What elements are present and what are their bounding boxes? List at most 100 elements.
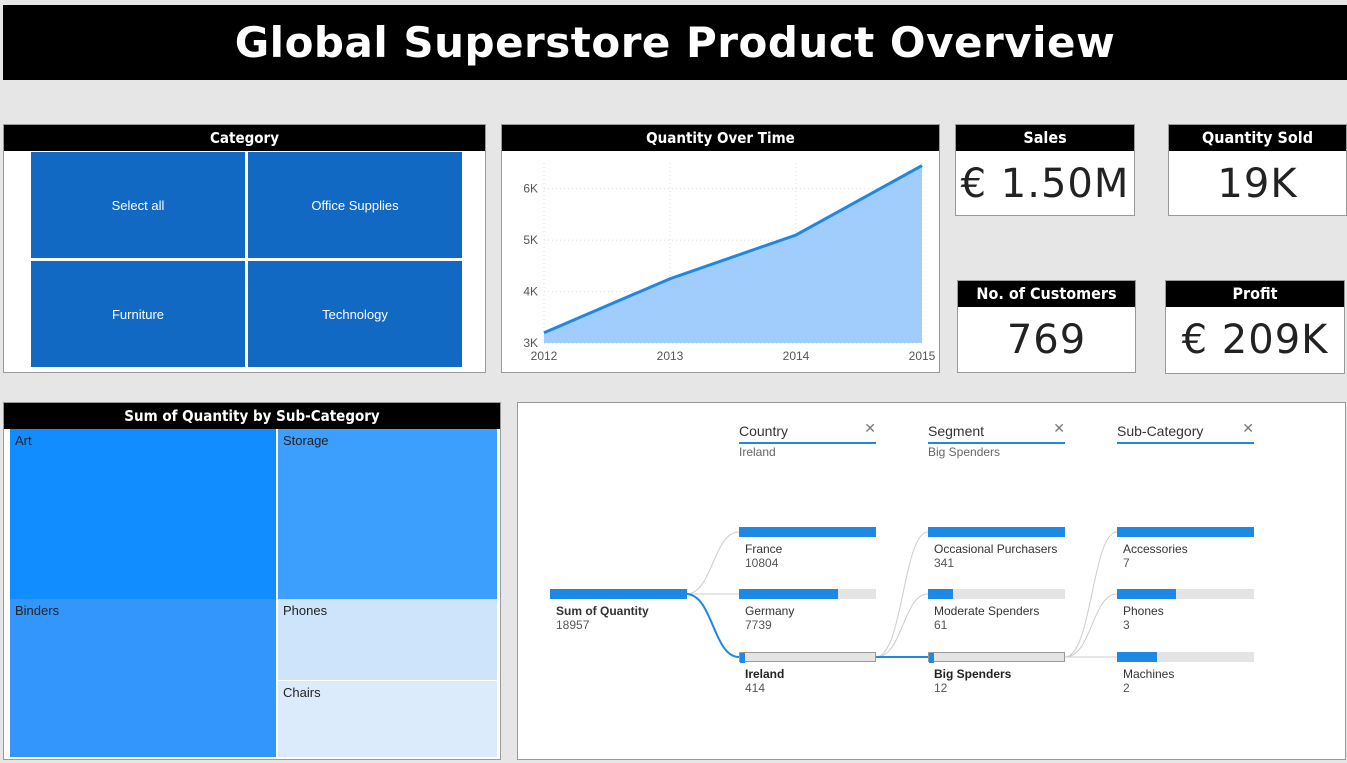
y-tick-label: 5K xyxy=(523,233,538,247)
node-value: 7 xyxy=(1123,556,1130,570)
treemap-cell-storage[interactable]: Storage xyxy=(278,429,497,599)
node-label: Big Spenders xyxy=(934,667,1012,681)
column-title-segment: Segment xyxy=(928,423,985,439)
bar-track xyxy=(928,589,1065,599)
node-value: 7739 xyxy=(745,618,772,632)
tree-node-country[interactable]: France 10804 xyxy=(739,527,876,570)
area-fill xyxy=(544,165,922,343)
node-value: 341 xyxy=(934,556,955,570)
bar-fill xyxy=(1117,589,1176,599)
column-header-segment: Segment ✕ xyxy=(928,421,1065,444)
bar-fill xyxy=(740,653,746,663)
close-icon[interactable]: ✕ xyxy=(1242,421,1254,437)
x-tick-label: 2014 xyxy=(783,349,810,363)
tree-node-subcategory[interactable]: Machines 2 xyxy=(1117,652,1254,695)
category-header: Category xyxy=(4,125,485,151)
column-header-subcategory: Sub-Category ✕ xyxy=(1117,421,1254,444)
category-slicer: Category Select all Office Supplies Furn… xyxy=(3,124,486,373)
bar-track xyxy=(550,589,687,599)
node-label: Ireland xyxy=(745,667,785,681)
tree-node-segment[interactable]: Big Spenders 12 xyxy=(928,652,1065,695)
node-label: Moderate Spenders xyxy=(934,604,1040,618)
slicer-tile-technology[interactable]: Technology xyxy=(248,261,462,367)
series-line xyxy=(543,164,923,335)
bar-track xyxy=(739,652,876,663)
slicer-tile-office-supplies[interactable]: Office Supplies xyxy=(248,152,462,258)
tree-node-subcategory[interactable]: Phones 3 xyxy=(1117,589,1254,632)
slicer-tile-furniture[interactable]: Furniture xyxy=(31,261,245,367)
node-value: 61 xyxy=(934,618,948,632)
tree-node-country[interactable]: Ireland 414 xyxy=(739,652,876,695)
node-label: Accessories xyxy=(1123,542,1188,556)
bar-fill xyxy=(739,527,876,537)
bar-fill xyxy=(739,589,838,599)
x-tick-label: 2015 xyxy=(909,349,936,363)
treemap-cell-chairs[interactable]: Chairs xyxy=(278,681,497,757)
profit-value: € 209K xyxy=(1181,317,1329,363)
quantity-over-time-chart: Quantity Over Time 3K 4K 5K 6K 2012 2013 2014 2… xyxy=(501,124,940,373)
node-value: 3 xyxy=(1123,618,1130,632)
tree-node-segment[interactable]: Occasional Purchasers 341 xyxy=(928,527,1065,570)
x-tick-label: 2012 xyxy=(531,349,558,363)
column-title-subcategory: Sub-Category xyxy=(1117,423,1204,439)
bar-track xyxy=(739,589,876,599)
page-title: Global Superstore Product Overview xyxy=(234,18,1116,67)
node-label: Sum of Quantity xyxy=(556,604,649,618)
tree-node-root[interactable]: Sum of Quantity 18957 xyxy=(550,589,687,632)
node-label: Germany xyxy=(745,604,795,618)
node-value: 10804 xyxy=(745,556,779,570)
bar-track xyxy=(928,527,1065,537)
sales-card: Sales € 1.50M xyxy=(955,124,1135,216)
bar-track xyxy=(739,527,876,537)
treemap-cell-binders[interactable]: Binders xyxy=(10,599,276,757)
close-icon[interactable]: ✕ xyxy=(864,421,876,437)
y-tick-label: 3K xyxy=(523,336,538,350)
sales-label: Sales xyxy=(956,125,1134,151)
chart-title: Quantity Over Time xyxy=(502,125,939,151)
tree-node-segment[interactable]: Moderate Spenders 61 xyxy=(928,589,1065,632)
column-filter-segment: Big Spenders xyxy=(928,445,1001,459)
node-value: 12 xyxy=(934,681,948,695)
bar-fill xyxy=(928,527,1065,537)
bar-track xyxy=(928,652,1065,663)
node-label: Occasional Purchasers xyxy=(934,542,1058,556)
treemap-cell-art[interactable]: Art xyxy=(10,429,276,599)
customers-label: No. of Customers xyxy=(958,281,1135,307)
quantity-sold-card: Quantity Sold 19K xyxy=(1168,124,1347,216)
column-filter-country: Ireland xyxy=(739,445,776,459)
bar-track xyxy=(1117,527,1254,537)
tree-connectors xyxy=(685,531,1118,658)
bar-track xyxy=(1117,589,1254,599)
node-value: 18957 xyxy=(556,618,590,632)
bar-fill xyxy=(550,589,687,599)
tree-node-country[interactable]: Germany 7739 xyxy=(739,589,876,632)
quantity-sold-label: Quantity Sold xyxy=(1169,125,1346,151)
bar-fill xyxy=(928,589,953,599)
close-icon[interactable]: ✕ xyxy=(1053,421,1065,437)
node-label: Phones xyxy=(1123,604,1164,618)
customers-card: No. of Customers 769 xyxy=(957,280,1136,373)
quantity-sold-value: 19K xyxy=(1217,161,1298,207)
decomposition-tree: Country ✕ Ireland Segment ✕ Big Spenders… xyxy=(517,402,1346,760)
bar-track xyxy=(1117,652,1254,662)
slicer-tile-select-all[interactable]: Select all xyxy=(31,152,245,258)
area-chart-svg: 3K 4K 5K 6K 2012 2013 2014 2015 xyxy=(523,163,936,363)
column-header-country: Country ✕ xyxy=(739,421,876,444)
node-label: France xyxy=(745,542,783,556)
profit-card: Profit € 209K xyxy=(1165,280,1345,374)
treemap-header: Sum of Quantity by Sub-Category xyxy=(4,403,500,429)
node-label: Machines xyxy=(1123,667,1175,681)
subcategory-treemap: Sum of Quantity by Sub-Category Art Stor… xyxy=(3,402,501,760)
y-tick-label: 6K xyxy=(523,182,538,196)
node-value: 2 xyxy=(1123,681,1130,695)
customers-value: 769 xyxy=(1006,317,1087,363)
dashboard-title-bar: Global Superstore Product Overview xyxy=(3,5,1347,80)
sales-value: € 1.50M xyxy=(960,161,1130,207)
treemap-cell-phones[interactable]: Phones xyxy=(278,599,497,680)
node-value: 414 xyxy=(745,681,766,695)
x-tick-label: 2013 xyxy=(657,349,684,363)
category-tiles: Select all Office Supplies Furniture Tec… xyxy=(31,152,462,368)
tree-node-subcategory[interactable]: Accessories 7 xyxy=(1117,527,1254,570)
bar-fill xyxy=(1117,652,1157,662)
profit-label: Profit xyxy=(1166,281,1344,307)
